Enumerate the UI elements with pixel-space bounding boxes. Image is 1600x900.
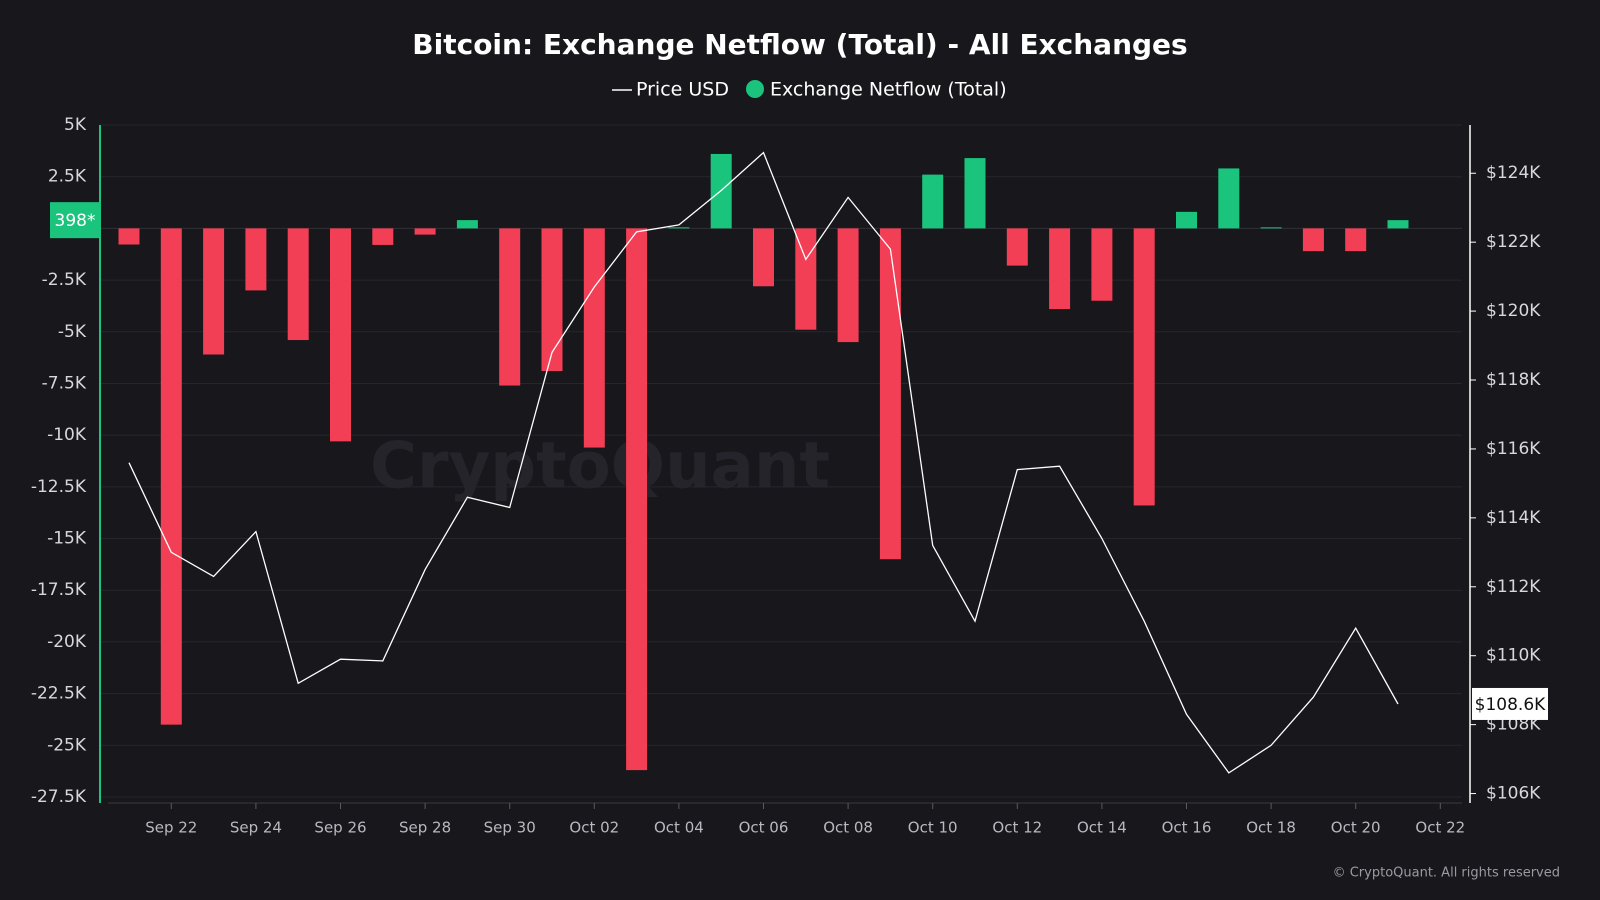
bar — [414, 228, 436, 235]
x-tick-label: Oct 16 — [1162, 819, 1212, 837]
y2-tick-label: $110K — [1486, 646, 1541, 666]
y-tick-label: -5K — [58, 322, 87, 342]
bar — [541, 228, 563, 372]
y2-tick-label: $122K — [1486, 232, 1541, 252]
y-tick-label: 5K — [64, 115, 87, 135]
bar — [1218, 168, 1240, 229]
x-tick-label: Sep 30 — [484, 819, 536, 837]
bar — [753, 228, 774, 287]
current-price-label: $108.6K — [1475, 695, 1546, 715]
price-line — [128, 151, 1399, 774]
bar — [456, 220, 478, 229]
y-tick-label: -20K — [47, 632, 87, 652]
bar — [287, 228, 309, 341]
y-tick-label: -10K — [47, 425, 87, 445]
y-tick-label: 2.5K — [48, 167, 87, 187]
bar — [118, 228, 140, 245]
y2-tick-label: $118K — [1486, 370, 1541, 390]
bar — [1006, 228, 1028, 266]
bar — [1091, 228, 1113, 301]
current-netflow-marker — [50, 202, 100, 239]
y-tick-label: -17.5K — [31, 580, 87, 600]
footer: © CryptoQuant. All rights reserved — [1333, 866, 1560, 881]
y2-tick-label: $112K — [1486, 577, 1541, 597]
bar — [879, 228, 901, 560]
bar — [1302, 228, 1324, 252]
bar — [330, 228, 351, 442]
y-tick-label: -22.5K — [31, 684, 87, 704]
bar — [160, 228, 182, 725]
bar — [1049, 228, 1071, 310]
x-tick-label: Sep 26 — [314, 819, 366, 837]
y-tick-label: -25K — [47, 735, 87, 755]
x-tick-label: Oct 20 — [1331, 819, 1381, 837]
x-tick-label: Sep 24 — [230, 819, 282, 837]
bar — [583, 228, 605, 448]
bar — [1176, 211, 1197, 229]
y-tick-label: -27.5K — [31, 787, 87, 807]
bar — [922, 174, 944, 229]
current-netflow-label: 398* — [55, 211, 96, 231]
legend-entry[interactable]: Exchange Netflow (Total) — [770, 79, 1007, 101]
y-tick-label: -15K — [47, 529, 87, 549]
x-tick-label: Oct 22 — [1415, 819, 1465, 837]
y2-tick-label: $124K — [1486, 163, 1541, 183]
x-tick-label: Oct 04 — [654, 819, 704, 837]
x-tick-label: Oct 08 — [823, 819, 873, 837]
bar — [1345, 228, 1367, 252]
chart-title: Bitcoin: Exchange Netflow (Total) - All … — [412, 28, 1187, 61]
x-tick-label: Oct 12 — [992, 819, 1042, 837]
x-tick-label: Sep 28 — [399, 819, 451, 837]
y-tick-label: -12.5K — [31, 477, 87, 497]
x-tick-label: Oct 14 — [1077, 819, 1127, 837]
legend-entry[interactable]: Price USD — [636, 79, 729, 101]
bar — [372, 228, 394, 245]
y2-tick-label: $116K — [1486, 439, 1541, 459]
current-price-marker — [1472, 687, 1548, 720]
bar — [499, 228, 521, 386]
y-tick-label: -7.5K — [42, 373, 87, 393]
x-tick-label: Oct 10 — [908, 819, 958, 837]
bar — [245, 228, 267, 291]
x-tick-label: Oct 06 — [739, 819, 789, 837]
legend-dot-swatch — [746, 80, 764, 98]
bar — [1133, 228, 1155, 506]
bar — [795, 228, 817, 330]
bar — [668, 227, 690, 229]
y-tick-label: -2.5K — [42, 270, 87, 290]
y2-tick-label: $114K — [1486, 508, 1541, 528]
y2-tick-label: $106K — [1486, 784, 1541, 804]
x-tick-label: Oct 18 — [1246, 819, 1296, 837]
bar — [964, 158, 986, 229]
bar — [626, 228, 648, 771]
x-tick-label: Oct 02 — [569, 819, 619, 837]
bar — [837, 228, 859, 343]
x-tick-label: Sep 22 — [145, 819, 197, 837]
y2-tick-label: $120K — [1486, 301, 1541, 321]
bar — [1260, 227, 1282, 229]
bar — [1387, 220, 1409, 229]
bar — [203, 228, 225, 355]
